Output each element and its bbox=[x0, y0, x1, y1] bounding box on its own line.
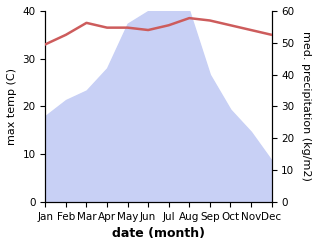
X-axis label: date (month): date (month) bbox=[112, 227, 205, 240]
Y-axis label: med. precipitation (kg/m2): med. precipitation (kg/m2) bbox=[301, 31, 311, 181]
Y-axis label: max temp (C): max temp (C) bbox=[7, 68, 17, 145]
